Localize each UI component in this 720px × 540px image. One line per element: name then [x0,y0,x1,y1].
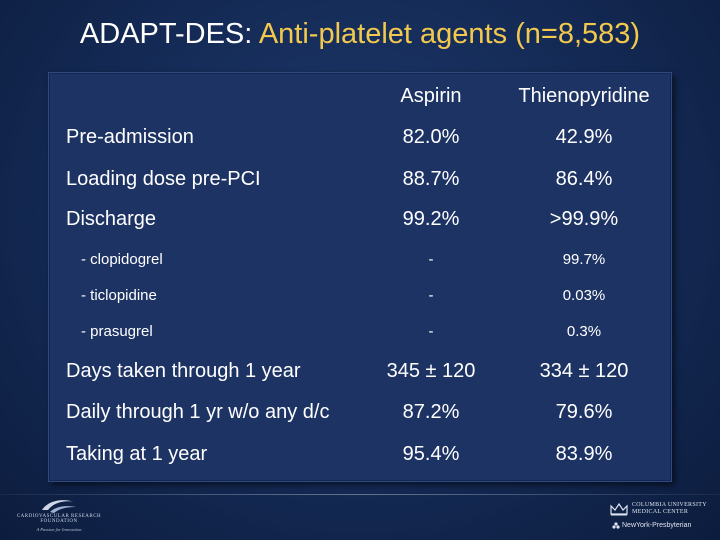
row-label: Days taken through 1 year [66,360,301,382]
columbia-line1: COLUMBIA UNIVERSITY [632,502,707,508]
aspirin-value: - [428,251,434,268]
aspirin-value: 95.4% [402,443,460,465]
row-label: - clopidogrel [81,251,163,268]
slide-title: ADAPT-DES: Anti-platelet agents (n=8,583… [0,18,720,51]
title-prefix: ADAPT-DES: [79,18,253,50]
thienopyridine-value: 42.9% [555,126,613,148]
thienopyridine-value: >99.9% [549,208,619,230]
crown-icon [610,502,628,516]
aspirin-value: 88.7% [402,168,460,190]
row-label: Discharge [66,208,157,230]
thienopyridine-value: 99.7% [562,251,606,268]
thienopyridine-value: 86.4% [555,168,613,190]
nyp-name: NewYork-Presbyterian [622,522,692,529]
row-label: - prasugrel [81,323,153,340]
columbia-line2: MEDICAL CENTER [632,509,689,515]
aspirin-value: - [428,287,434,304]
columbia-name: COLUMBIA UNIVERSITY MEDICAL CENTER [632,502,707,516]
crf-logo: CARDIOVASCULAR RESEARCH FOUNDATION A Pas… [14,498,104,534]
header-thienopyridine: Thienopyridine [518,85,650,107]
thienopyridine-value: 0.3% [566,323,602,340]
thienopyridine-value: 83.9% [555,443,613,465]
aspirin-value: 82.0% [402,126,460,148]
row-label: Loading dose pre-PCI [66,168,261,190]
crf-swirl-icon [42,500,76,513]
aspirin-value: 99.2% [402,208,460,230]
header-aspirin: Aspirin [400,85,462,107]
aspirin-value: 87.2% [402,401,460,423]
crf-name: CARDIOVASCULAR RESEARCH FOUNDATION [16,514,102,524]
thienopyridine-value: 0.03% [562,287,606,304]
thienopyridine-value: 334 ± 120 [539,360,629,382]
aspirin-value: 345 ± 120 [386,360,476,382]
data-table-panel: Aspirin Thienopyridine Pre-admission 82.… [48,72,672,482]
crf-tagline: A Passion for Innovation [36,527,82,532]
row-label: Daily through 1 yr w/o any d/c [66,401,330,423]
footer-divider [0,494,720,495]
row-label: Taking at 1 year [66,443,208,465]
columbia-nyp-logo: COLUMBIA UNIVERSITY MEDICAL CENTER NewYo… [608,500,714,536]
row-label: Pre-admission [66,126,194,148]
row-label: - ticlopidine [81,287,157,304]
aspirin-value: - [428,323,434,340]
thienopyridine-value: 79.6% [555,401,613,423]
nyp-flower-icon [612,522,620,529]
title-highlight: Anti-platelet agents (n=8,583) [258,18,641,50]
